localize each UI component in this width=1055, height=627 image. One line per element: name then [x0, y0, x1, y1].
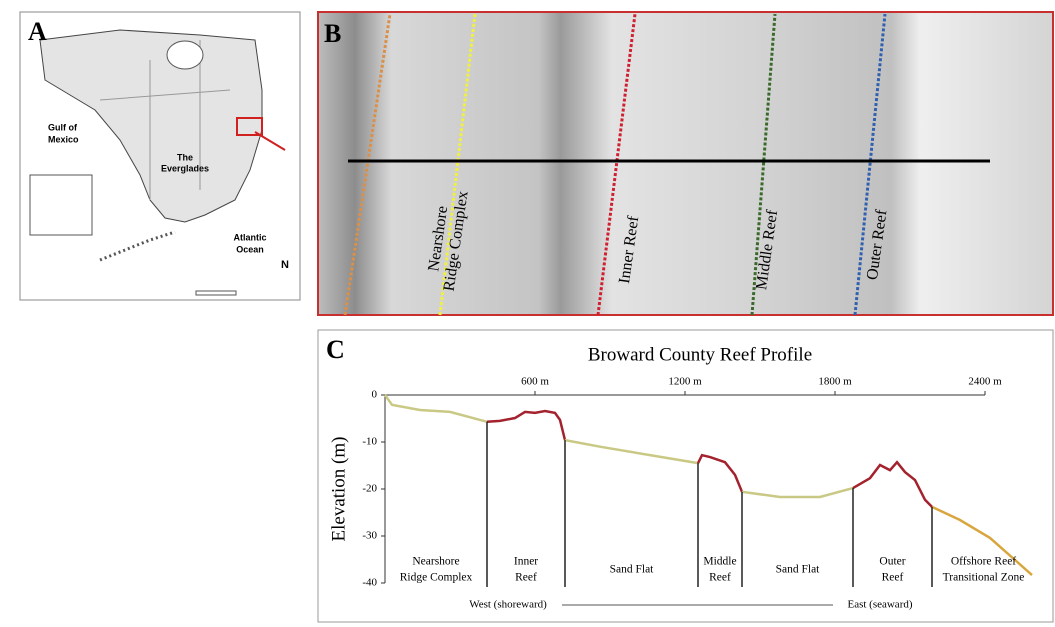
map-label: Everglades	[161, 163, 209, 173]
middle-reef-line	[750, 13, 777, 316]
zone-label: Inner	[514, 556, 538, 568]
outer-reef-line	[853, 13, 887, 316]
panel-letter: A	[28, 17, 47, 46]
panel-c-frame	[317, 329, 1054, 623]
scale-bar	[195, 290, 237, 296]
inner-reef-line	[596, 13, 637, 316]
zone-label: Sand Flat	[610, 564, 655, 576]
zone-label: Middle	[703, 556, 736, 568]
annotation: East (seaward)	[847, 599, 912, 611]
zone-label: Ridge Complex	[400, 572, 473, 584]
profile-line	[696, 453, 744, 493]
profile-line	[486, 409, 567, 441]
zone-label: Nearshore	[412, 556, 459, 568]
y-tick-label: -30	[362, 530, 377, 542]
panel-b-frame	[317, 11, 1054, 316]
map-label: N	[281, 259, 289, 271]
y-tick-label: -20	[362, 483, 377, 495]
zone-label: Offshore Reef	[951, 556, 1016, 568]
y-tick-label: -10	[362, 436, 377, 448]
profile-line	[741, 486, 854, 499]
profile-line	[564, 438, 699, 465]
annotation: West (shoreward)	[469, 599, 547, 611]
profile-line	[931, 505, 1033, 576]
map-label: Ocean	[236, 244, 264, 254]
map-label: The	[177, 152, 193, 162]
y-tick-label: 0	[372, 389, 378, 401]
study-area	[236, 117, 263, 136]
x-tick-label: 1200 m	[668, 376, 702, 388]
chart-title: Broward County Reef Profile	[588, 344, 812, 365]
x-tick-label: 1800 m	[818, 376, 852, 388]
map-land	[39, 29, 263, 223]
zone-label: Transitional Zone	[943, 572, 1025, 584]
panel-letter: B	[324, 19, 341, 48]
lake	[166, 40, 204, 70]
zone-label: Reef	[709, 572, 731, 584]
map-borders	[99, 40, 231, 200]
map-label: Atlantic	[233, 232, 266, 242]
zone-label: Reef	[882, 572, 904, 584]
map-label: Mexico	[48, 134, 79, 144]
profile-line	[383, 394, 488, 423]
zone-label: Outer	[879, 556, 905, 568]
profile-line	[852, 460, 933, 508]
zone-label: Sand Flat	[776, 564, 821, 576]
y-axis-label: Elevation (m)	[328, 437, 349, 542]
zone-label: Reef	[515, 572, 537, 584]
ridge-line	[343, 13, 392, 316]
map-label: Gulf of	[48, 122, 78, 132]
panel-letter: C	[326, 335, 345, 364]
inset-map	[29, 174, 93, 236]
study-arrow	[254, 131, 286, 151]
x-tick-label: 600 m	[521, 376, 549, 388]
x-tick-label: 2400 m	[968, 376, 1002, 388]
y-tick-label: -40	[362, 577, 377, 589]
keys	[99, 230, 176, 262]
nearshore-line	[438, 13, 477, 316]
